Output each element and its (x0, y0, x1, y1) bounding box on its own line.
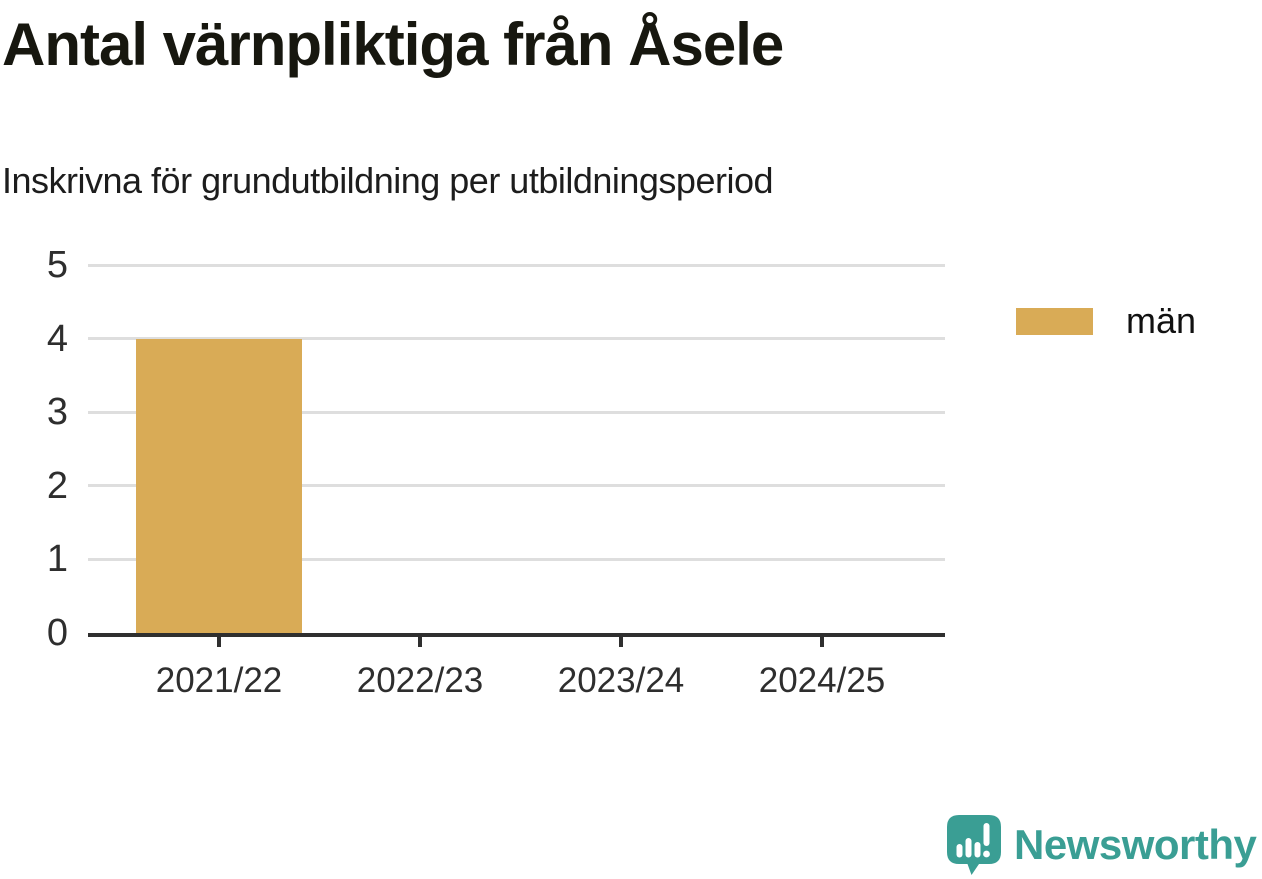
x-axis-tick-2022-23 (418, 633, 422, 647)
gridline-y-3 (88, 410, 945, 414)
newsworthy-logo: Newsworthy (946, 814, 1257, 876)
gridline-y-4 (88, 337, 945, 341)
y-axis-label-0: 0 (46, 612, 68, 654)
chart-subtitle: Inskrivna för grundutbildning per utbild… (2, 160, 774, 201)
x-axis-tick-2024-25 (820, 633, 824, 647)
legend-label-man: män (1126, 300, 1197, 341)
gridline-y-1 (88, 557, 945, 561)
plot-area (88, 263, 945, 647)
chart-title: Antal värnpliktiga från Åsele (2, 11, 784, 78)
x-axis-line (88, 633, 945, 637)
gridline-y-2 (88, 484, 945, 488)
bar-2021-22 (136, 338, 302, 633)
x-axis-tick-2021-22 (217, 633, 221, 647)
y-axis-label-1: 1 (46, 538, 68, 581)
y-axis-label-5: 5 (46, 244, 68, 286)
legend-swatch-man (1016, 307, 1093, 335)
x-axis-label-2021-22: 2021/22 (155, 661, 283, 700)
x-axis-label-2024-25: 2024/25 (758, 661, 886, 700)
newsworthy-wordmark: Newsworthy (1014, 821, 1257, 868)
x-axis-label-2022-23: 2022/23 (356, 661, 484, 700)
y-axis-label-2: 2 (46, 464, 68, 507)
gridline-y-5 (88, 263, 945, 267)
x-axis-tick-2023-24 (619, 633, 623, 647)
y-axis-label-4: 4 (46, 317, 68, 360)
y-axis-label-3: 3 (46, 391, 68, 434)
x-axis-label-2023-24: 2023/24 (557, 661, 685, 700)
legend: män (1016, 303, 1196, 339)
newsworthy-logo-icon (947, 815, 1001, 875)
